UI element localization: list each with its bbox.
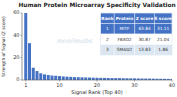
table-border (101, 13, 172, 55)
table-cell (114, 45, 135, 56)
bar (51, 76, 54, 80)
bar (58, 76, 61, 80)
table-text: 13.83 (138, 47, 151, 52)
bar (107, 78, 110, 80)
table-header: Protein (116, 16, 134, 21)
y-axis-label: Strength of Signal (Z score) (1, 16, 6, 77)
x-tick-label: 20 (94, 82, 100, 88)
table-header: S score (154, 16, 172, 21)
table-text: 2 (106, 37, 109, 42)
y-axis (22, 13, 23, 80)
table-text: 21.04 (157, 37, 170, 42)
bar (99, 78, 102, 80)
bar (36, 71, 39, 80)
watermark: monömabs (57, 37, 93, 45)
table-text: SMAD2 (117, 47, 133, 52)
bar (69, 77, 72, 80)
y-tick (21, 35, 23, 36)
bar (28, 43, 31, 80)
bar (103, 78, 106, 80)
table-text: 1.86 (158, 47, 168, 52)
table-cell (135, 24, 154, 35)
y-tick-label: 60 (13, 9, 19, 15)
table-header-cell (154, 13, 172, 24)
table-text: MITF (119, 26, 130, 31)
table-header-cell (101, 13, 114, 24)
title: Human Protein Microarray Specificity Val… (18, 2, 175, 9)
x-tick-label: 10 (56, 82, 62, 88)
bar (73, 77, 76, 80)
bar (96, 78, 99, 80)
x-tick-label: 40 (169, 82, 175, 88)
table-text: FBXO2 (117, 37, 131, 42)
table-header-cell (114, 13, 135, 24)
bar (77, 77, 80, 80)
table: RankProteinZ scoreS score 1 MITF 63.84 31.11… (101, 13, 172, 55)
table-text: 30.87 (138, 37, 151, 42)
bar (47, 75, 50, 80)
table-cell (114, 34, 135, 45)
table-text: 3 (106, 47, 109, 52)
y-tick-label: 20 (13, 54, 19, 60)
table-cell (101, 24, 114, 35)
y-tick (21, 57, 23, 58)
bar (92, 78, 95, 80)
bar (84, 77, 87, 80)
bar (43, 74, 46, 80)
y-tick (21, 13, 23, 14)
table-cell (114, 24, 135, 35)
table-cell (154, 34, 172, 45)
bar (39, 73, 42, 80)
bar (24, 13, 27, 80)
y-tick-label: 40 (13, 32, 19, 38)
table-cell (154, 24, 172, 35)
x-axis (22, 80, 172, 81)
bar (66, 77, 69, 80)
bar (54, 76, 57, 80)
table-cell (101, 45, 114, 56)
bars (24, 13, 172, 80)
table-text: 63.84 (138, 26, 151, 31)
y-tick (21, 80, 23, 81)
table-header: Rank (101, 16, 113, 21)
y-tick-label: 0 (16, 76, 19, 82)
table-text: 31.11 (157, 26, 170, 31)
table-text: 1 (106, 26, 109, 31)
x-axis-label: Signal Rank (Top 40) (71, 89, 122, 96)
x-tick-label: 30 (131, 82, 137, 88)
bar (62, 76, 65, 80)
bar (81, 77, 84, 80)
table-cell (135, 45, 154, 56)
bar (88, 78, 91, 80)
table-cell (101, 34, 114, 45)
bar (32, 68, 35, 80)
table-header-cell (135, 13, 154, 24)
x-tick-label: 1 (24, 82, 27, 88)
table-cell (135, 34, 154, 45)
table-cell (154, 45, 172, 56)
table-header: Z score (136, 16, 154, 21)
